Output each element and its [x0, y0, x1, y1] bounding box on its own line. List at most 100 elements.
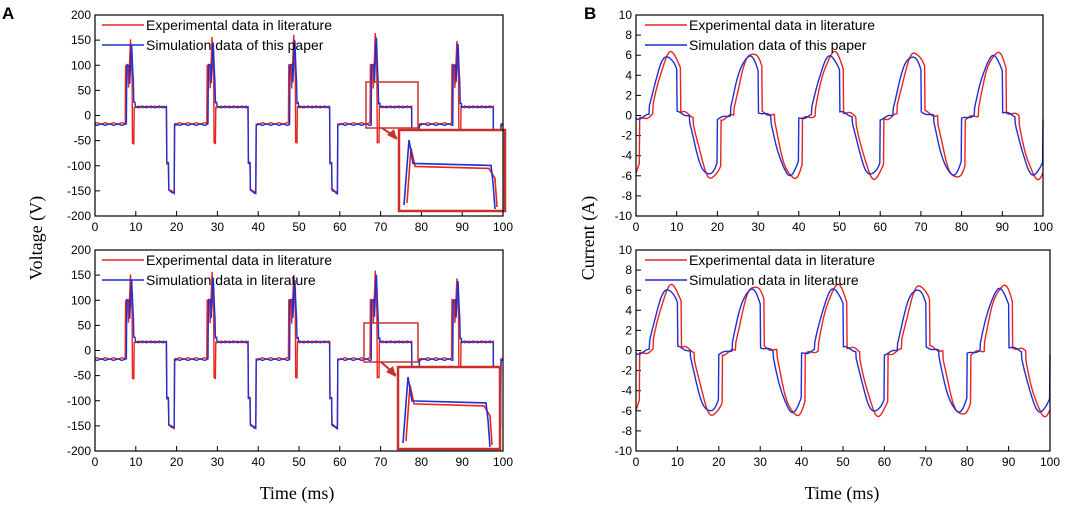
- plot-frame: [635, 14, 1044, 217]
- x-tick-label: 50: [833, 220, 847, 234]
- x-tick-label: 20: [711, 220, 725, 234]
- y-tick-label: -100: [67, 159, 91, 173]
- chart-b-bottom: 0 10 20 30 40 50 60 70 80 90 100 -10 -8 -6 -4 -2 0 2 4 6 8 10…: [615, 243, 1061, 469]
- legend: Experimental data in literature Simulatio…: [645, 252, 875, 288]
- y-tick-label: -6: [621, 404, 632, 418]
- y-tick-label: -10: [615, 209, 633, 223]
- x-tick-label: 90: [1002, 455, 1016, 469]
- series-line-simulation: [635, 287, 1051, 414]
- x-tick-label: 40: [252, 220, 266, 234]
- plot-frame: [94, 249, 504, 452]
- plot-frame: [94, 14, 504, 217]
- series-line-experimental: [635, 50, 1044, 181]
- y-tick-label: -6: [621, 169, 632, 183]
- x-tick-label: 50: [292, 220, 306, 234]
- panel-label-b: B: [584, 4, 596, 23]
- y-tick-label: 0: [625, 109, 632, 123]
- y-tick-label: 2: [625, 88, 632, 102]
- legend: Experimental data in literature Simulatio…: [102, 252, 332, 288]
- legend-entry: Simulation data in literature: [689, 272, 859, 288]
- x-tick-label: 60: [878, 455, 892, 469]
- inset-series-experimental: [405, 384, 493, 446]
- y-tick-label: -50: [74, 369, 92, 383]
- zoom-arrow-head: [387, 129, 397, 140]
- x-tick-label: 10: [129, 220, 143, 234]
- x-tick-label: 100: [493, 220, 513, 234]
- x-tick-label: 40: [252, 455, 266, 469]
- y-tick-label: 100: [71, 293, 91, 307]
- x-tick-label: 70: [919, 455, 933, 469]
- legend-entry: Experimental data in literature: [689, 252, 875, 268]
- x-tick-label: 50: [836, 455, 850, 469]
- y-tick-label: 4: [625, 68, 632, 82]
- y-tick-label: 10: [619, 8, 633, 22]
- chart-b-top: 0 10 20 30 40 50 60 70 80 90 100 -10 -8 -6 -4 -2 0 2 4 6 8 10…: [615, 8, 1054, 234]
- y-tick-label: 8: [625, 263, 632, 277]
- y-tick-label: 200: [71, 243, 91, 257]
- x-tick-label: 40: [795, 455, 809, 469]
- y-tick-label: -8: [621, 189, 632, 203]
- y-tick-label: -150: [67, 419, 91, 433]
- x-tick-label: 70: [374, 220, 388, 234]
- y-tick-label: 150: [71, 33, 91, 47]
- y-tick-label: 10: [619, 243, 633, 257]
- x-tick-label: 90: [456, 455, 470, 469]
- x-tick-label: 30: [211, 455, 225, 469]
- series-line-experimental: [94, 270, 504, 431]
- x-tick-label: 30: [754, 455, 768, 469]
- y-tick-label: -2: [621, 364, 632, 378]
- y-tick-label: 4: [625, 303, 632, 317]
- panel-a-y-axis-label: Voltage (V): [26, 196, 47, 280]
- x-tick-label: 30: [211, 220, 225, 234]
- chart-a-top: 0 10 20 30 40 50 60 70 80 90 100 -200 -150 -100 -50 0 50…: [67, 8, 513, 234]
- inset-zoom-box: [396, 365, 502, 451]
- x-tick-label: 40: [792, 220, 806, 234]
- x-tick-label: 0: [92, 455, 99, 469]
- x-tick-label: 60: [333, 455, 347, 469]
- inset-series-experimental: [406, 147, 498, 208]
- x-tick-label: 100: [1040, 455, 1060, 469]
- legend: Experimental data in literature Simulatio…: [645, 17, 875, 53]
- y-tick-label: -4: [621, 384, 632, 398]
- legend-entry: Experimental data in literature: [146, 17, 332, 33]
- y-tick-label: -4: [621, 149, 632, 163]
- x-tick-label: 90: [996, 220, 1010, 234]
- x-tick-label: 70: [374, 455, 388, 469]
- x-tick-label: 90: [456, 220, 470, 234]
- legend-entry: Experimental data in literature: [689, 17, 875, 33]
- x-tick-label: 60: [874, 220, 888, 234]
- y-tick-label: 100: [71, 58, 91, 72]
- y-tick-label: -150: [67, 184, 91, 198]
- x-tick-label: 60: [333, 220, 347, 234]
- x-tick-label: 80: [961, 455, 975, 469]
- x-tick-label: 20: [170, 220, 184, 234]
- x-tick-label: 80: [415, 455, 429, 469]
- zoom-arrow-head: [386, 366, 396, 377]
- inset-series-simulation: [402, 376, 491, 448]
- series-line-simulation: [94, 36, 504, 196]
- panel-a-x-axis-label: Time (ms): [260, 483, 335, 504]
- x-tick-label: 10: [670, 220, 684, 234]
- y-tick-label: 0: [84, 344, 91, 358]
- y-tick-label: 6: [625, 283, 632, 297]
- charts-container: 0 10 20 30 40 50 60 70 80 90 100-200-150-100-50050…: [67, 8, 1060, 469]
- y-tick-label: -8: [621, 424, 632, 438]
- series-line-experimental: [635, 283, 1051, 418]
- x-tick-label: 0: [633, 455, 640, 469]
- y-tick-label: 6: [625, 48, 632, 62]
- x-tick-label: 30: [751, 220, 765, 234]
- y-tick-label: -200: [67, 209, 91, 223]
- y-tick-label: 200: [71, 8, 91, 22]
- legend-entry: Simulation data of this paper: [146, 37, 324, 53]
- series-line-experimental: [94, 32, 504, 196]
- x-tick-label: 80: [415, 220, 429, 234]
- inset-zoom-box: [397, 128, 507, 213]
- y-tick-label: -200: [67, 444, 91, 458]
- y-tick-label: -2: [621, 129, 632, 143]
- legend: Experimental data in literature Simulatio…: [102, 17, 332, 53]
- legend-entry: Experimental data in literature: [146, 252, 332, 268]
- x-tick-label: 20: [170, 455, 184, 469]
- legend-entry: Simulation data of this paper: [689, 37, 867, 53]
- panel-b-y-axis-label: Current (A): [578, 196, 599, 280]
